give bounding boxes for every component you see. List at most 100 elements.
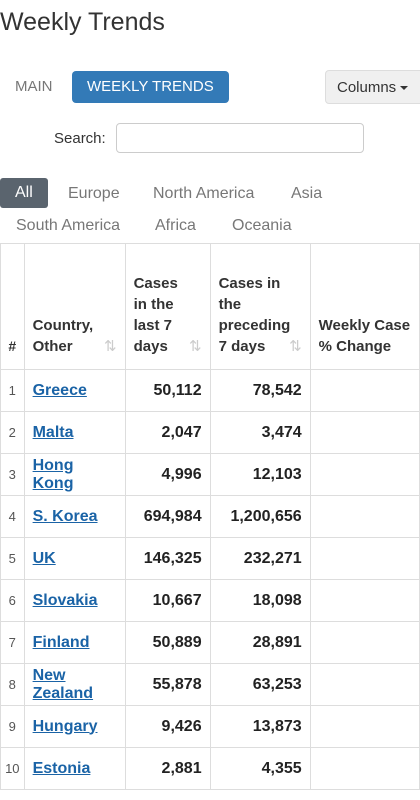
cases-preceding-7-days-cell: 1,200,656 xyxy=(209,495,311,538)
row-number: 1 xyxy=(0,369,25,412)
tab-weekly-trends[interactable]: WEEKLY TRENDS xyxy=(72,71,229,103)
row-number: 3 xyxy=(0,453,25,496)
cases-last-7-days-cell: 2,047 xyxy=(124,411,211,454)
region-filter-all[interactable]: All xyxy=(0,178,48,208)
cases-preceding-7-days-cell: 13,873 xyxy=(209,705,311,748)
country-cell: Hungary xyxy=(23,705,126,748)
weekly-change-cell xyxy=(309,453,420,496)
country-link[interactable]: UK xyxy=(32,549,56,567)
search-label: Search: xyxy=(54,130,106,147)
cases-last-7-days-cell: 4,996 xyxy=(124,453,211,496)
country-link[interactable]: Malta xyxy=(32,423,74,441)
country-link[interactable]: Slovakia xyxy=(32,591,98,609)
column-header-cases-preceding-7-days[interactable]: Cases in the preceding 7 days ⇅ xyxy=(209,243,311,370)
row-number: 2 xyxy=(0,411,25,454)
table-row: 3 Hong Kong 4,996 12,103 xyxy=(0,453,420,496)
sort-icon[interactable]: ⇅ xyxy=(289,338,302,355)
cases-last-7-days-cell: 50,889 xyxy=(124,621,211,664)
table-row: 7 Finland 50,889 28,891 xyxy=(0,621,420,664)
sort-icon[interactable]: ⇅ xyxy=(189,338,202,355)
cases-last-7-days-cell: 55,878 xyxy=(124,663,211,706)
table-body: 1 Greece 50,112 78,542 2 Malta 2,047 3,474 3 Hong… xyxy=(0,369,420,790)
sort-icon[interactable]: ⇅ xyxy=(104,338,117,355)
header-line: Country, xyxy=(32,317,94,334)
cases-last-7-days-cell: 2,881 xyxy=(124,747,211,790)
table-row: 8 New Zealand 55,878 63,253 xyxy=(0,663,420,706)
cases-preceding-7-days-cell: 78,542 xyxy=(209,369,311,412)
columns-dropdown-button[interactable]: Columns xyxy=(325,70,420,104)
weekly-trends-table-container[interactable]: # Country, Other ⇅ Cases in the last 7 d… xyxy=(0,243,420,800)
table-row: 1 Greece 50,112 78,542 xyxy=(0,369,420,412)
weekly-change-cell xyxy=(309,663,420,706)
row-number: 8 xyxy=(0,663,25,706)
region-filter-north-america[interactable]: North America xyxy=(153,185,255,202)
country-cell: New Zealand xyxy=(23,663,126,706)
country-link[interactable]: Hong Kong xyxy=(32,456,74,492)
row-number: 10 xyxy=(0,747,25,790)
region-filter-asia[interactable]: Asia xyxy=(291,185,323,202)
page-title: Weekly Trends xyxy=(0,8,165,36)
cases-last-7-days-cell: 694,984 xyxy=(124,495,211,538)
region-filter-europe[interactable]: Europe xyxy=(68,185,120,202)
region-filter-south-america[interactable]: South America xyxy=(16,217,121,234)
table-row: 5 UK 146,325 232,271 xyxy=(0,537,420,580)
cases-last-7-days-cell: 10,667 xyxy=(124,579,211,622)
region-filter-africa[interactable]: Africa xyxy=(155,217,196,234)
weekly-change-cell xyxy=(309,369,420,412)
column-header-weekly-case-change[interactable]: Weekly Case % Change xyxy=(309,243,420,370)
cases-preceding-7-days-cell: 12,103 xyxy=(209,453,311,496)
weekly-change-cell xyxy=(309,537,420,580)
tab-main[interactable]: MAIN xyxy=(15,78,53,95)
weekly-change-cell xyxy=(309,747,420,790)
country-cell: S. Korea xyxy=(23,495,126,538)
header-line: % Change xyxy=(318,338,392,355)
table-row: 6 Slovakia 10,667 18,098 xyxy=(0,579,420,622)
country-link[interactable]: Estonia xyxy=(32,759,91,777)
column-header-number[interactable]: # xyxy=(0,243,25,370)
header-line: 7 days xyxy=(218,338,266,355)
caret-down-icon xyxy=(400,86,409,91)
header-line: Other xyxy=(32,338,73,355)
column-header-cases-last-7-days[interactable]: Cases in the last 7 days ⇅ xyxy=(124,243,211,370)
header-line: Cases in xyxy=(218,275,281,292)
country-cell: Finland xyxy=(23,621,126,664)
weekly-change-cell xyxy=(309,495,420,538)
header-line: in the xyxy=(133,296,174,313)
cases-preceding-7-days-cell: 18,098 xyxy=(209,579,311,622)
search-input[interactable] xyxy=(116,123,364,153)
table-row: 2 Malta 2,047 3,474 xyxy=(0,411,420,454)
row-number: 4 xyxy=(0,495,25,538)
country-cell: Slovakia xyxy=(23,579,126,622)
header-line: Cases xyxy=(133,275,178,292)
row-number: 6 xyxy=(0,579,25,622)
country-link[interactable]: Finland xyxy=(32,633,90,651)
header-line: days xyxy=(133,338,168,355)
table-row: 9 Hungary 9,426 13,873 xyxy=(0,705,420,748)
cases-preceding-7-days-cell: 3,474 xyxy=(209,411,311,454)
weekly-trends-table: # Country, Other ⇅ Cases in the last 7 d… xyxy=(0,243,420,790)
country-link[interactable]: Greece xyxy=(32,381,87,399)
region-filter-oceania[interactable]: Oceania xyxy=(232,217,292,234)
row-number: 7 xyxy=(0,621,25,664)
header-line: last 7 xyxy=(133,317,172,334)
weekly-change-cell xyxy=(309,579,420,622)
country-cell: Greece xyxy=(23,369,126,412)
table-row: 10 Estonia 2,881 4,355 xyxy=(0,747,420,790)
cases-preceding-7-days-cell: 4,355 xyxy=(209,747,311,790)
row-number: 9 xyxy=(0,705,25,748)
country-link[interactable]: Hungary xyxy=(32,717,98,735)
cases-preceding-7-days-cell: 28,891 xyxy=(209,621,311,664)
table-row: 4 S. Korea 694,984 1,200,656 xyxy=(0,495,420,538)
columns-label: Columns xyxy=(337,79,397,96)
weekly-change-cell xyxy=(309,411,420,454)
view-tabs: MAIN WEEKLY TRENDS Columns xyxy=(0,70,420,106)
column-header-country[interactable]: Country, Other ⇅ xyxy=(23,243,126,370)
country-cell: UK xyxy=(23,537,126,580)
country-cell: Malta xyxy=(23,411,126,454)
cases-preceding-7-days-cell: 232,271 xyxy=(209,537,311,580)
header-line: the xyxy=(218,296,242,313)
country-link[interactable]: S. Korea xyxy=(32,507,98,525)
header-line: Weekly Case xyxy=(318,317,411,334)
country-link[interactable]: New Zealand xyxy=(32,666,94,702)
country-cell: Hong Kong xyxy=(23,453,126,496)
